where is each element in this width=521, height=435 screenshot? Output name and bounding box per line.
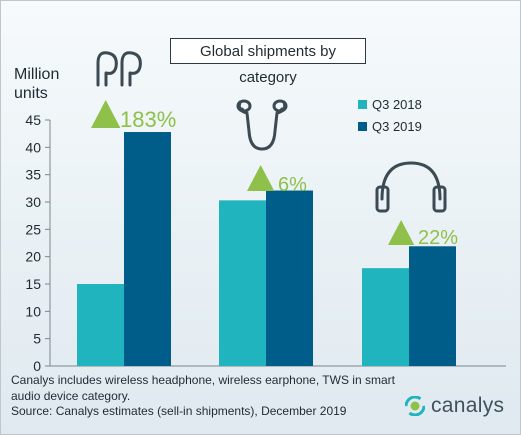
bar-q3-2018 (219, 200, 266, 366)
canalys-logo-icon (405, 396, 425, 416)
bar-q3-2019 (409, 246, 456, 366)
growth-up-triangle (247, 165, 275, 191)
growth-label: 22% (418, 227, 458, 249)
source-line: Source: Canalys estimates (sell-in shipm… (11, 404, 347, 418)
y-tick-label: 15 (25, 276, 41, 292)
growth-label: 183% (120, 107, 176, 132)
y-tick-label: 5 (33, 331, 41, 347)
footnote-line: Canalys includes wireless headphone, wir… (11, 373, 395, 387)
y-tick-label: 20 (25, 249, 41, 265)
y-tick-label: 40 (25, 139, 41, 155)
logo-text: canalys (431, 394, 505, 417)
legend-swatch (358, 99, 367, 109)
headphones-icon (375, 161, 447, 213)
legend: Q3 2018 Q3 2019 (358, 93, 422, 137)
growth-up-triangle (388, 220, 415, 245)
footnote-line: audio device category. (11, 388, 131, 403)
canalys-logo: canalys (405, 394, 504, 418)
true-wireless-earbuds-icon (96, 51, 142, 87)
footnote: Canalys includes wireless headphone, wir… (11, 373, 395, 420)
legend-item-q3-2018: Q3 2018 (358, 93, 422, 115)
y-axis-label: Million units (14, 66, 60, 102)
chart-title: Global shipments by category (170, 38, 366, 86)
legend-label: Q3 2019 (372, 118, 422, 134)
y-tick-label: 10 (25, 303, 41, 319)
bar-q3-2019 (124, 132, 171, 366)
growth-up-triangle (91, 100, 121, 128)
bar-q3-2018 (362, 268, 409, 366)
y-tick-label: 30 (25, 194, 41, 210)
legend-swatch (358, 121, 367, 131)
y-tick-label: 25 (25, 221, 41, 237)
wired-earphones-icon (236, 99, 288, 151)
y-tick-label: 45 (25, 112, 41, 128)
bar-q3-2018 (77, 284, 124, 366)
growth-label: 6% (278, 174, 307, 196)
y-tick-label: 35 (25, 167, 41, 183)
legend-label: Q3 2018 (372, 96, 422, 112)
legend-item-q3-2019: Q3 2019 (358, 115, 422, 137)
bar-q3-2019 (266, 190, 313, 366)
y-tick-label: 0 (33, 358, 41, 374)
